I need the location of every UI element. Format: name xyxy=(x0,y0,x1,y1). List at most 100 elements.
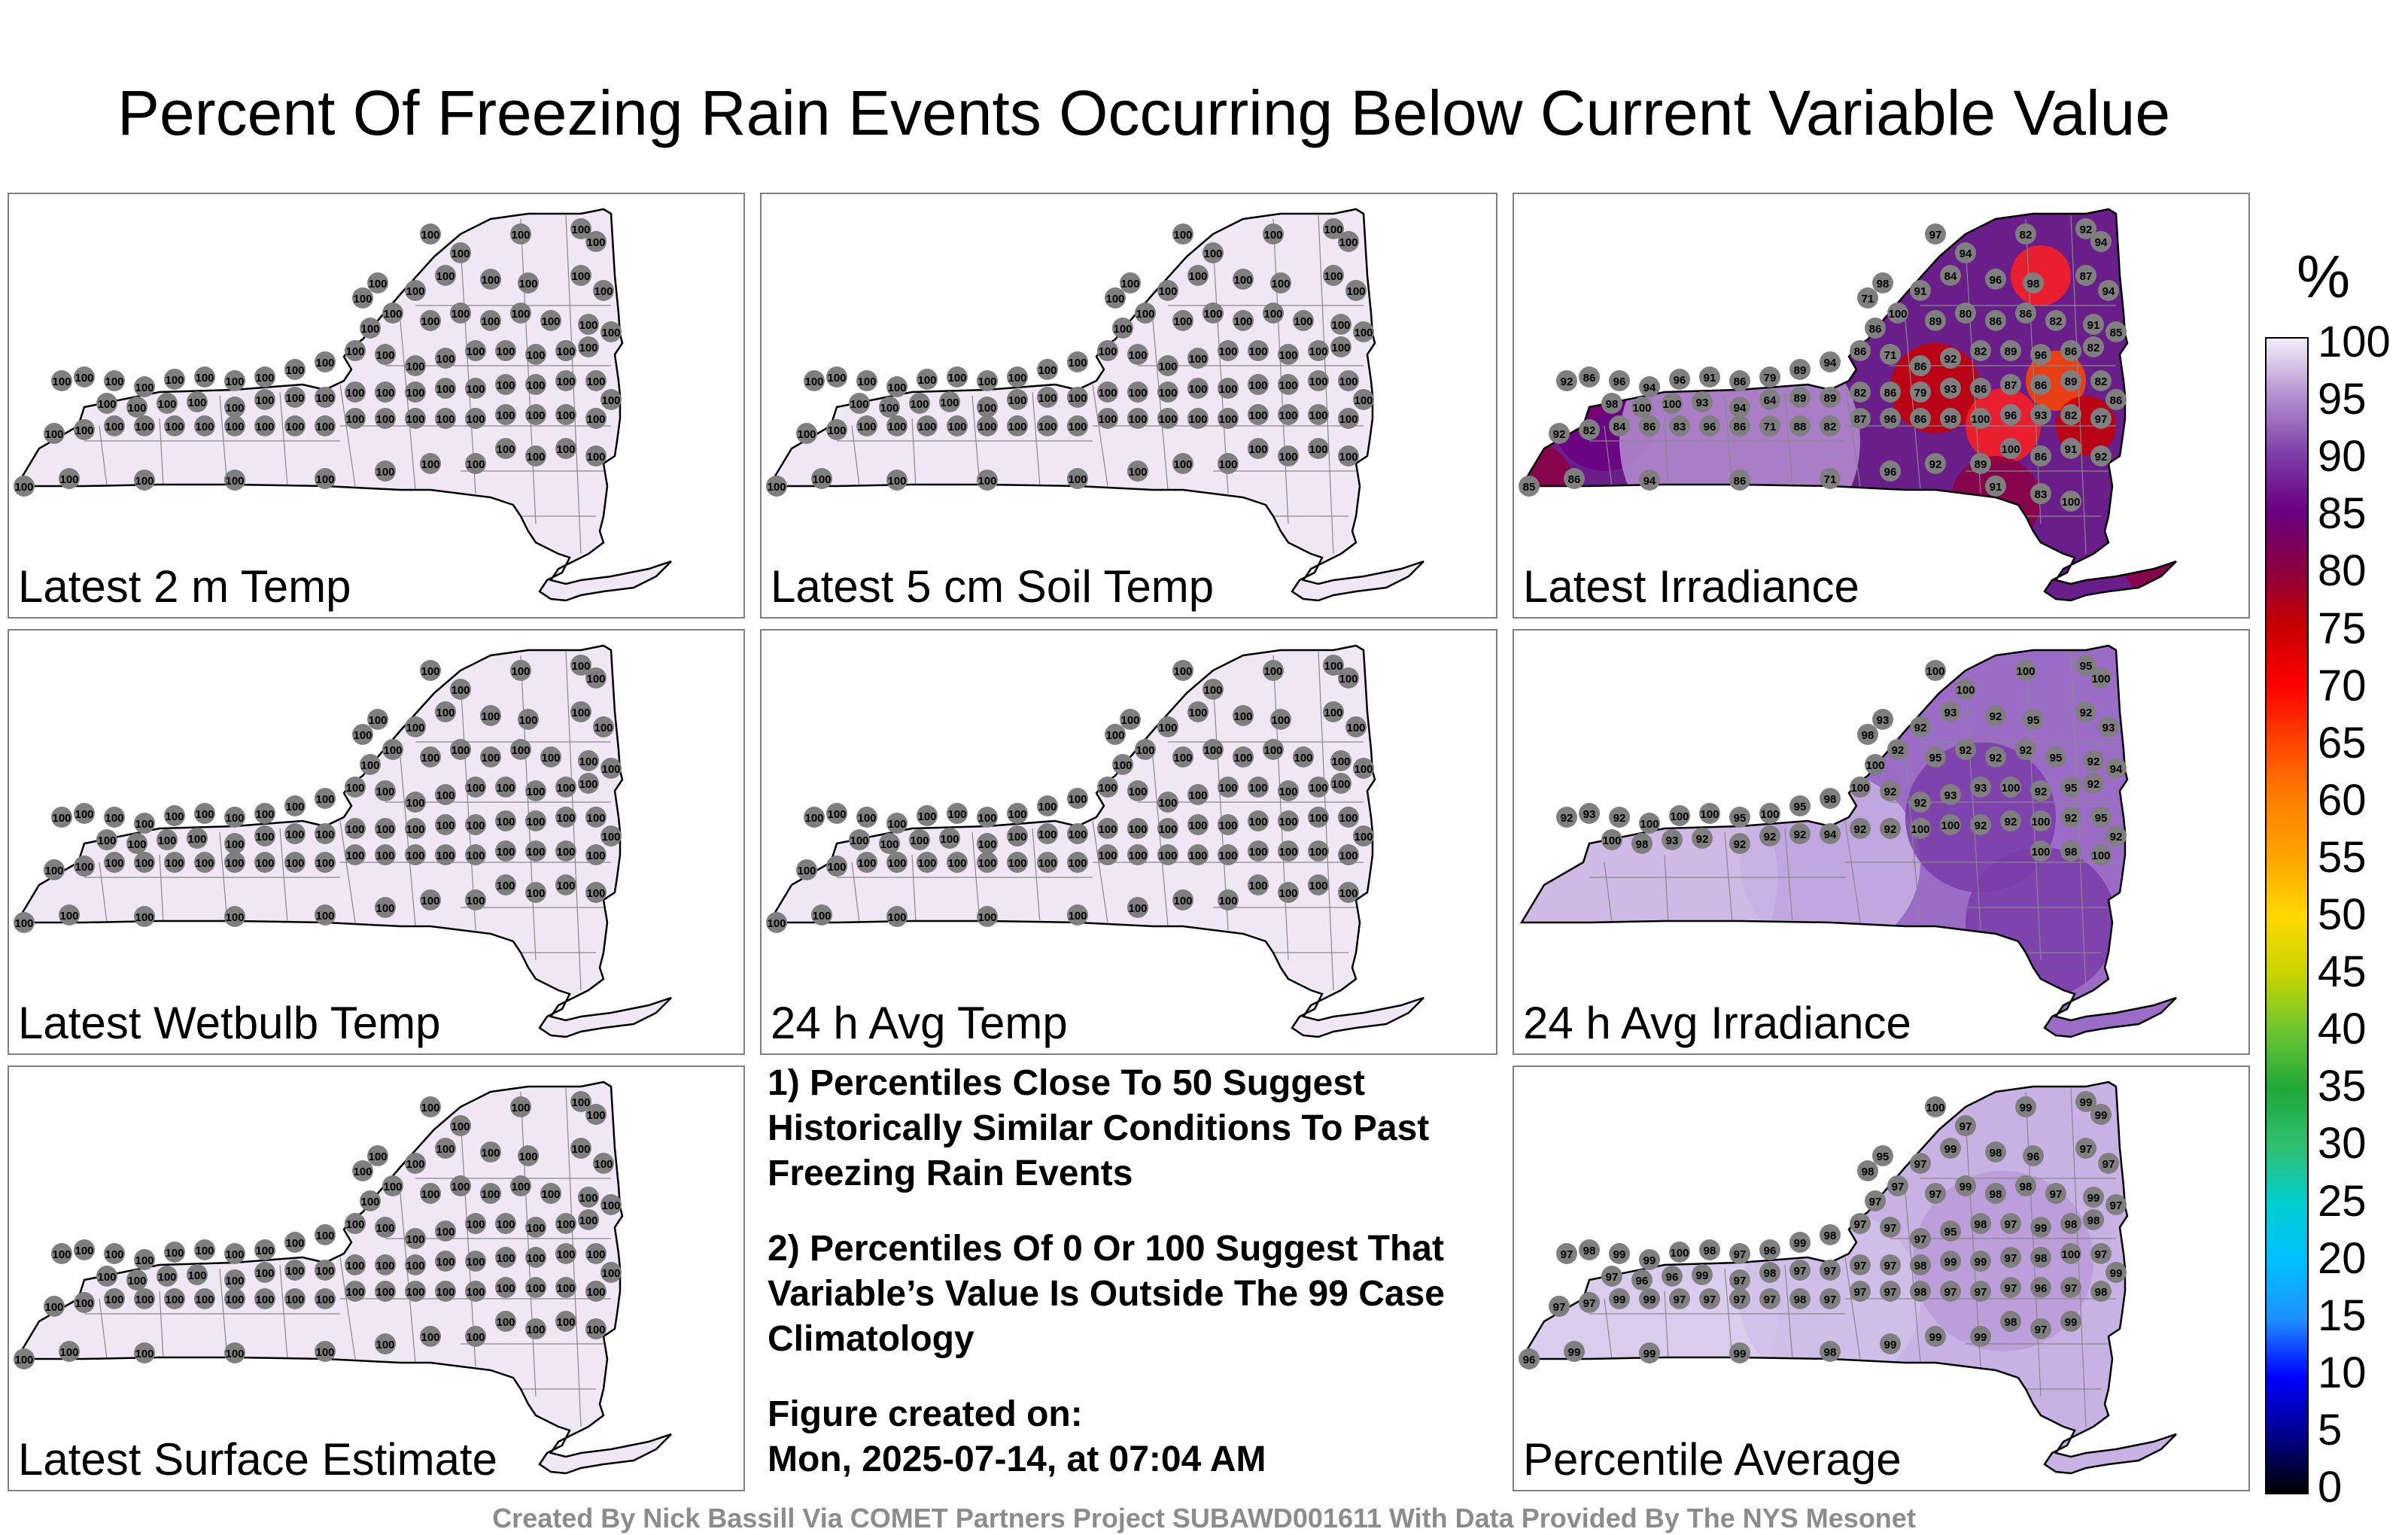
station-value: 100 xyxy=(1324,707,1342,719)
station-marker: 100 xyxy=(1233,705,1254,726)
station-value: 100 xyxy=(466,1331,485,1344)
station-marker: 100 xyxy=(1278,445,1299,467)
station-value: 91 xyxy=(1704,372,1716,385)
station-value: 100 xyxy=(556,1282,575,1295)
station-value: 97 xyxy=(1914,1158,1927,1171)
station-value: 100 xyxy=(1888,308,1907,321)
station-value: 100 xyxy=(1188,819,1207,832)
station-marker: 100 xyxy=(420,310,441,331)
station-marker: 100 xyxy=(1202,679,1224,700)
station-value: 100 xyxy=(14,1354,33,1366)
station-marker: 100 xyxy=(375,780,396,801)
station-marker: 100 xyxy=(450,1115,471,1136)
station-value: 87 xyxy=(2005,379,2017,392)
station-marker: 100 xyxy=(1218,814,1239,835)
station-marker: 100 xyxy=(96,829,117,850)
station-marker: 100 xyxy=(495,777,516,798)
station-value: 100 xyxy=(1173,229,1192,242)
station-value: 100 xyxy=(556,375,575,388)
station-value: 100 xyxy=(601,763,620,776)
station-marker: 92 xyxy=(1789,823,1811,844)
station-value: 100 xyxy=(406,850,424,862)
station-value: 93 xyxy=(1666,834,1679,847)
station-marker: 100 xyxy=(1308,438,1329,459)
station-marker: 100 xyxy=(1233,269,1254,290)
panel-label: Latest 2 m Temp xyxy=(18,561,351,612)
station-marker: 100 xyxy=(1330,750,1351,771)
station-marker: 100 xyxy=(856,807,877,828)
station-value: 100 xyxy=(1248,409,1267,422)
note-1: 1) Percentiles Close To 50 Suggest Histo… xyxy=(768,1063,1430,1193)
station-marker: 100 xyxy=(254,1288,275,1309)
station-marker: 98 xyxy=(1820,1224,1841,1245)
station-marker: 92 xyxy=(1955,739,1976,760)
station-value: 100 xyxy=(496,1282,515,1295)
station-value: 100 xyxy=(2061,496,2080,509)
station-marker: 100 xyxy=(2030,840,2051,862)
station-marker: 100 xyxy=(96,393,117,414)
station-value: 98 xyxy=(1824,1346,1837,1359)
station-marker: 97 xyxy=(1549,1296,1570,1317)
station-marker: 100 xyxy=(578,1187,599,1208)
station-marker: 92 xyxy=(1880,780,1901,801)
station-marker: 100 xyxy=(1187,378,1209,399)
station-marker: 100 xyxy=(510,1096,531,1117)
station-value: 100 xyxy=(105,1293,123,1306)
station-value: 100 xyxy=(496,1252,515,1265)
station-marker: 100 xyxy=(1172,889,1193,910)
station-marker: 98 xyxy=(1857,1160,1878,1181)
station-marker: 94 xyxy=(2098,280,2119,301)
station-value: 100 xyxy=(526,451,545,464)
station-marker: 100 xyxy=(134,906,155,927)
station-marker: 100 xyxy=(570,1091,591,1112)
station-value: 100 xyxy=(496,782,515,795)
station-value: 100 xyxy=(74,1297,93,1310)
station-value: 100 xyxy=(1271,714,1290,727)
station-marker: 100 xyxy=(450,1175,471,1196)
station-marker: 100 xyxy=(465,1251,486,1272)
station-marker: 99 xyxy=(2015,1096,2036,1117)
station-value: 100 xyxy=(579,319,597,332)
station-marker: 82 xyxy=(1970,340,1991,361)
station-value: 100 xyxy=(74,1245,93,1257)
station-value: 95 xyxy=(2050,752,2063,764)
station-value: 100 xyxy=(1331,778,1350,791)
station-marker: 100 xyxy=(352,287,373,309)
station-marker: 100 xyxy=(1631,397,1652,418)
station-marker: 100 xyxy=(1330,336,1351,357)
station-value: 95 xyxy=(2027,714,2040,727)
station-marker: 100 xyxy=(600,389,622,410)
station-value: 100 xyxy=(1203,744,1222,757)
station-value: 100 xyxy=(421,1102,439,1114)
station-marker: 100 xyxy=(315,351,336,372)
station-marker: 100 xyxy=(977,807,998,828)
station-value: 86 xyxy=(2065,345,2078,358)
station-marker: 100 xyxy=(1172,660,1193,681)
station-marker: 100 xyxy=(435,1138,456,1159)
station-value: 100 xyxy=(526,816,545,828)
station-value: 100 xyxy=(1188,353,1207,366)
station-marker: 100 xyxy=(495,438,516,459)
station-value: 99 xyxy=(1613,1248,1626,1261)
station-marker: 100 xyxy=(224,852,245,873)
station-value: 100 xyxy=(285,364,304,377)
station-marker: 100 xyxy=(2015,660,2036,681)
station-marker: 94 xyxy=(2090,231,2112,252)
station-value: 100 xyxy=(1008,372,1026,385)
station-value: 100 xyxy=(1233,710,1252,723)
station-value: 100 xyxy=(556,1316,575,1329)
station-value: 99 xyxy=(1643,1254,1656,1267)
station-value: 93 xyxy=(1944,383,1957,396)
station-marker: 100 xyxy=(420,1326,441,1347)
station-marker: 100 xyxy=(909,393,930,414)
station-marker: 80 xyxy=(1955,302,1976,324)
station-marker: 100 xyxy=(555,340,576,361)
station-value: 92 xyxy=(1990,752,2002,764)
station-value: 92 xyxy=(1734,838,1747,851)
station-value: 100 xyxy=(887,421,906,433)
station-value: 92 xyxy=(1561,375,1573,388)
station-marker: 100 xyxy=(345,381,366,403)
station-value: 98 xyxy=(2065,1218,2078,1231)
station-value: 100 xyxy=(1158,360,1177,373)
station-marker: 100 xyxy=(134,813,155,834)
